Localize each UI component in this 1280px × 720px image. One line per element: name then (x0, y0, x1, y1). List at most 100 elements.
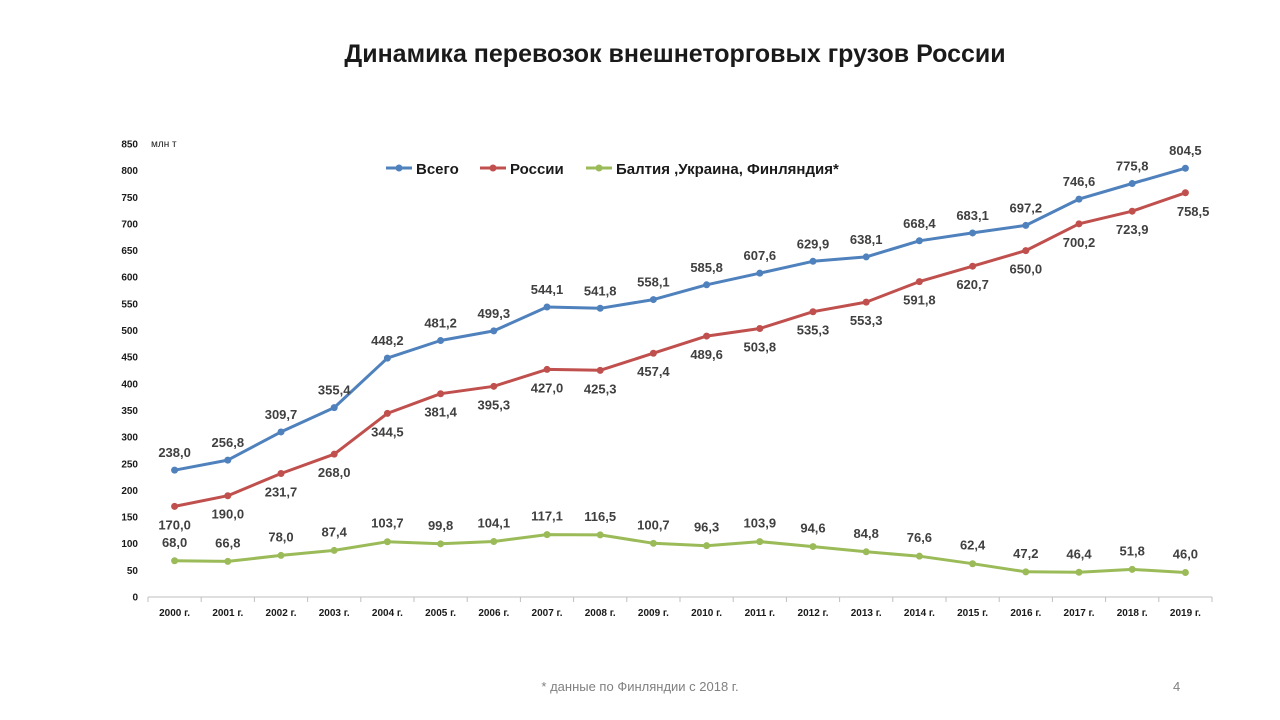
data-point (330, 450, 338, 458)
data-point (1022, 568, 1030, 576)
y-tick-label: 300 (121, 433, 138, 444)
legend-item: Балтия ,Украина, Финляндия* (586, 161, 839, 178)
data-point (809, 543, 817, 551)
data-labels: 238,0 256,8 309,7 355,4 448,2 481,2 499,3 544,1… (158, 143, 1209, 561)
data-point (596, 531, 604, 539)
legend-item: Всего (386, 161, 459, 178)
y-tick-label: 750 (121, 193, 138, 204)
data-point (649, 296, 657, 304)
data-label: 804,5 (1169, 143, 1202, 158)
x-tick-label: 2012 г. (798, 608, 829, 619)
x-axis-ticks: 2000 г. 2001 г. 2002 г. 2003 г. 2004 г. 2005 … (159, 608, 1201, 619)
data-label: 103,7 (371, 516, 404, 531)
data-label: 697,2 (1010, 200, 1043, 215)
data-label: 535,3 (797, 323, 830, 338)
data-point (862, 548, 870, 556)
x-tick-label: 2017 г. (1064, 608, 1095, 619)
data-point (277, 470, 285, 478)
data-point (224, 456, 232, 464)
chart-title: Динамика перевозок внешнеторговых грузов… (344, 40, 1006, 68)
legend-label: Всего (416, 161, 459, 178)
data-point (915, 552, 923, 560)
data-point (543, 365, 551, 373)
x-tick-label: 2011 г. (745, 608, 776, 619)
y-tick-label: 850 (121, 140, 138, 151)
data-label: 87,4 (322, 524, 348, 539)
y-tick-label: 0 (132, 593, 138, 604)
legend-swatch-marker (489, 164, 497, 172)
series-line (174, 166, 1186, 472)
data-label: 100,7 (637, 517, 670, 532)
data-label: 117,1 (531, 509, 563, 524)
y-tick-label: 650 (121, 246, 138, 257)
data-label: 268,0 (318, 465, 351, 480)
y-tick-label: 200 (121, 486, 138, 497)
data-label: 650,0 (1010, 262, 1043, 277)
series-baltics (171, 531, 1189, 576)
data-label: 746,6 (1063, 174, 1096, 189)
data-point (809, 308, 817, 316)
data-point (703, 281, 711, 289)
data-point (1181, 164, 1189, 172)
page-number: 4 (1173, 679, 1181, 694)
data-point (756, 269, 764, 277)
data-label: 51,8 (1120, 543, 1145, 558)
data-label: 558,1 (637, 275, 670, 290)
data-point (383, 354, 391, 362)
x-tick-label: 2016 г. (1010, 608, 1041, 619)
data-label: 591,8 (903, 293, 936, 308)
x-tick-label: 2009 г. (638, 608, 669, 619)
data-point (1075, 568, 1083, 576)
x-tick-label: 2015 г. (957, 608, 988, 619)
x-tick-label: 2004 г. (372, 608, 403, 619)
data-label: 62,4 (960, 538, 986, 553)
data-label: 723,9 (1116, 222, 1149, 237)
legend-item: России (480, 161, 564, 178)
data-label: 76,6 (907, 530, 932, 545)
data-label: 620,7 (956, 277, 989, 292)
data-label: 103,9 (744, 516, 777, 531)
x-tick-label: 2008 г. (585, 608, 616, 619)
data-point (437, 540, 445, 548)
data-label: 758,5 (1177, 204, 1210, 219)
x-tick-label: 2007 г. (532, 608, 563, 619)
data-label: 503,8 (744, 340, 777, 355)
data-label: 170,0 (158, 517, 191, 532)
data-label: 425,3 (584, 381, 617, 396)
series-russia (171, 189, 1189, 510)
data-point (756, 538, 764, 546)
data-label: 489,6 (690, 347, 723, 362)
legend-label: Балтия ,Украина, Финляндия* (616, 161, 839, 178)
x-tick-label: 2002 г. (266, 608, 297, 619)
data-label: 481,2 (424, 316, 457, 331)
data-point (915, 237, 923, 245)
data-point (277, 428, 285, 436)
data-label: 309,7 (265, 407, 298, 422)
data-point (224, 492, 232, 500)
data-point (596, 304, 604, 312)
series-line (174, 191, 1186, 508)
legend-swatch-marker (595, 164, 603, 172)
data-point (330, 404, 338, 412)
y-tick-label: 500 (121, 326, 138, 337)
data-label: 541,8 (584, 283, 617, 298)
data-point (969, 262, 977, 270)
data-point (703, 332, 711, 340)
data-point (969, 560, 977, 568)
y-tick-label: 550 (121, 299, 138, 310)
y-tick-label: 100 (121, 539, 138, 550)
data-point (756, 325, 764, 333)
data-point (649, 349, 657, 357)
x-tick-label: 2006 г. (478, 608, 509, 619)
data-point (1022, 221, 1030, 229)
legend-swatch-marker (395, 164, 403, 172)
y-tick-label: 400 (121, 379, 138, 390)
data-label: 47,2 (1013, 546, 1038, 561)
y-tick-label: 700 (121, 219, 138, 230)
data-point (1128, 207, 1136, 215)
data-point (969, 229, 977, 237)
data-point (596, 366, 604, 374)
footnote: * данные по Финляндии с 2018 г. (541, 679, 739, 694)
data-label: 607,6 (744, 248, 777, 263)
